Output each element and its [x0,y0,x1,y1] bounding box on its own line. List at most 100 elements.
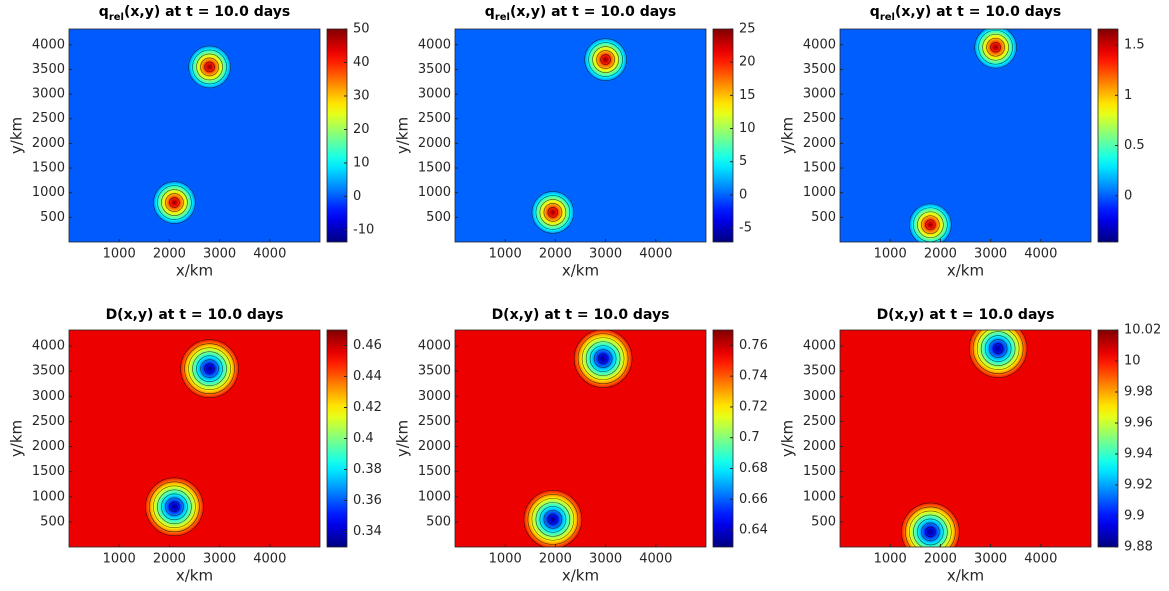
y-tick-label: 500 [426,210,451,225]
y-tick-label: 4000 [803,37,836,52]
chart-title: qrel(x,y) at t = 10.0 days [485,4,676,23]
x-tick-label: 4000 [639,247,672,262]
field-background [840,29,1091,242]
chart-title: qrel(x,y) at t = 10.0 days [99,4,290,23]
x-tick-label: 1000 [489,247,522,262]
y-tick-label: 1000 [418,489,451,504]
y-tick-label: 3000 [32,389,65,404]
colorbar-tick-label: 0.5 [1124,138,1145,153]
x-axis-label: x/km [562,567,599,585]
y-tick-label: 500 [426,514,451,529]
colorbar-tick-label: 9.88 [1124,540,1153,555]
y-tick-label: 1500 [803,161,836,176]
y-axis-label: y/km [8,420,26,457]
colorbar-tick-label: 0.36 [353,493,382,508]
colorbar-tick-label: 0.42 [353,400,382,415]
y-tick-label: 1500 [32,161,65,176]
x-tick-label: 4000 [253,552,286,567]
y-tick-label: 1000 [418,185,451,200]
y-tick-label: 2000 [32,439,65,454]
contour [196,53,223,81]
colorbar-tick-label: 40 [353,55,370,70]
colorbar-tick-label: 10.02 [1124,323,1161,338]
plot-area [840,29,1091,242]
y-tick-label: 1500 [32,464,65,479]
contour [149,481,200,533]
contour [968,330,1028,378]
colorbar-tick-label: 0.76 [739,338,768,353]
vortex [573,330,634,389]
colorbar-tick-label: 10 [1124,354,1141,369]
contour [573,330,633,388]
y-tick-label: 1500 [418,464,451,479]
y-tick-label: 3500 [32,364,65,379]
x-tick-label: 4000 [1024,552,1057,567]
y-tick-label: 1500 [418,161,451,176]
colorbar-tick-label: 10 [739,121,756,136]
x-tick-label: 2000 [924,247,957,262]
x-tick-label: 2000 [924,552,957,567]
plot-area [455,330,706,547]
title-sub: rel [880,12,895,23]
y-tick-label: 2000 [803,439,836,454]
contour [161,189,188,216]
y-tick-label: 3000 [803,389,836,404]
contour [531,498,575,541]
colorbar-tick-label: 0.64 [739,523,768,538]
colorbar-tick-label: 0.44 [353,369,382,384]
colorbar-tick-label: 0.38 [353,462,382,477]
x-tick-label: 1000 [874,552,907,567]
colorbar-tick-label: 0.68 [739,461,768,476]
title-rest: (x,y) at t = 10.0 days [510,4,676,20]
y-tick-label: 3000 [418,389,451,404]
x-tick-label: 1000 [489,552,522,567]
y-tick-label: 500 [40,514,65,529]
contour [165,497,184,517]
title-main: q [870,4,880,20]
contour [200,57,219,77]
colorbar-tick-label: 9.98 [1124,385,1153,400]
contour [188,347,231,390]
colorbar-tick-label: 9.96 [1124,416,1153,431]
y-tick-label: 3000 [803,87,836,102]
y-tick-label: 500 [811,514,836,529]
contour [978,29,1013,65]
contour [192,49,227,85]
plot-area [455,29,706,242]
title-rest: (x,y) at t = 10.0 days [124,4,290,20]
colorbar-tick-label: 0 [739,187,747,202]
plot-area [69,29,320,242]
contour [988,339,1008,358]
contour [593,349,613,368]
title-main: q [485,4,495,20]
contour [990,41,1001,53]
contour [547,514,559,525]
x-tick-label: 2000 [153,247,186,262]
y-tick-label: 4000 [418,37,451,52]
y-tick-label: 1000 [803,489,836,504]
contour [992,343,1004,354]
colorbar-tick-label: 0 [353,189,361,204]
colorbar-tick-label: 25 [739,22,756,37]
colorbar-tick-label: 9.9 [1124,509,1145,524]
contour [909,510,952,547]
contour [196,355,223,382]
colorbar-tick-label: 9.94 [1124,447,1153,462]
colorbar-tick-label: 20 [739,55,756,70]
contour [523,490,583,547]
y-tick-label: 1000 [32,185,65,200]
colorbar-tick-label: -5 [739,221,752,236]
colorbar-tick-label: 50 [353,22,370,37]
contour [597,353,609,364]
contour [535,195,571,230]
x-tick-label: 2000 [539,552,572,567]
y-tick-label: 1500 [803,464,836,479]
contour [584,38,627,81]
y-axis-label: y/km [779,420,797,457]
y-axis-label: y/km [394,117,412,154]
contour [589,345,617,372]
chart-title: D(x,y) at t = 10.0 days [492,307,670,323]
contour [204,61,215,73]
y-tick-label: 2500 [418,111,451,126]
y-tick-label: 3500 [803,62,836,77]
